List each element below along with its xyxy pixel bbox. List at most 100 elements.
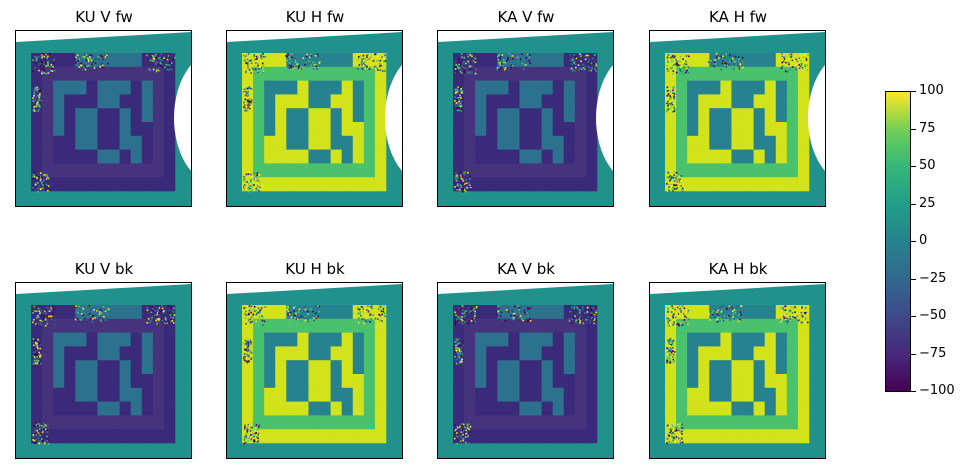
noise-pixel xyxy=(39,311,42,314)
noise-pixel xyxy=(460,318,463,321)
noise-pixel xyxy=(79,319,81,321)
heatmap-cell xyxy=(464,346,476,361)
heatmap-cell xyxy=(453,415,465,430)
heatmap-cell xyxy=(541,401,553,416)
heatmap-cell xyxy=(286,360,298,375)
heatmap-cell xyxy=(453,374,465,389)
noise-pixel xyxy=(372,317,375,320)
noise-pixel xyxy=(672,189,674,191)
heatmap-cell xyxy=(797,94,810,109)
noise-pixel xyxy=(455,360,457,363)
heatmap-cell xyxy=(363,415,376,430)
heatmap-cell xyxy=(86,66,98,81)
noise-pixel xyxy=(300,318,302,321)
heatmap-cell xyxy=(709,94,721,109)
noise-pixel xyxy=(171,53,174,55)
noise-pixel xyxy=(246,63,249,66)
noise-pixel xyxy=(83,56,86,58)
heatmap-cell xyxy=(519,66,531,81)
heatmap-cell xyxy=(687,149,699,164)
heatmap-cell xyxy=(286,108,298,123)
heatmap-cell xyxy=(797,360,810,375)
noise-pixel xyxy=(474,315,476,317)
noise-pixel xyxy=(254,324,256,326)
heatmap-cell xyxy=(352,94,365,109)
noise-pixel xyxy=(667,360,669,362)
noise-pixel xyxy=(711,313,714,316)
noise-pixel xyxy=(364,319,367,322)
heatmap-cell xyxy=(698,429,710,444)
noise-pixel xyxy=(162,319,165,321)
noise-pixel xyxy=(48,53,51,55)
noise-pixel xyxy=(246,350,249,353)
heatmap-cell xyxy=(286,415,298,430)
noise-pixel xyxy=(454,100,456,102)
noise-pixel xyxy=(169,314,172,316)
noise-pixel xyxy=(461,316,463,318)
noise-pixel xyxy=(457,344,459,347)
noise-pixel xyxy=(667,348,670,351)
noise-pixel xyxy=(672,315,674,318)
noise-pixel xyxy=(40,61,43,63)
noise-pixel xyxy=(37,101,39,103)
heatmap-cell xyxy=(108,346,120,361)
heatmap-cell xyxy=(130,346,143,361)
heatmap-cell xyxy=(275,66,287,81)
noise-pixel xyxy=(462,171,464,174)
noise-pixel xyxy=(257,307,260,310)
heatmap-cell xyxy=(585,177,598,192)
noise-pixel xyxy=(162,310,165,313)
heatmap-cell xyxy=(497,346,509,361)
noise-pixel xyxy=(300,320,302,322)
heatmap-cell xyxy=(552,332,565,347)
noise-pixel xyxy=(376,55,379,58)
noise-pixel xyxy=(460,184,462,187)
noise-pixel xyxy=(287,310,290,312)
noise-pixel xyxy=(82,317,84,320)
heatmap-cell xyxy=(53,80,65,95)
noise-pixel xyxy=(244,440,246,442)
heatmap-cell xyxy=(53,163,65,178)
noise-pixel xyxy=(250,59,253,61)
noise-pixel xyxy=(244,426,246,428)
noise-pixel xyxy=(514,311,516,313)
heatmap-cell xyxy=(786,149,799,164)
noise-pixel xyxy=(250,187,253,190)
noise-pixel xyxy=(717,309,719,312)
noise-pixel xyxy=(738,320,740,322)
heatmap-cell xyxy=(308,135,320,150)
noise-pixel xyxy=(36,359,39,362)
noise-pixel xyxy=(357,307,359,310)
noise-pixel xyxy=(83,58,86,60)
noise-pixel xyxy=(364,310,366,313)
noise-pixel xyxy=(739,59,741,62)
noise-pixel xyxy=(382,310,385,313)
noise-pixel xyxy=(244,434,247,436)
noise-pixel xyxy=(666,59,669,61)
noise-pixel xyxy=(466,321,468,323)
heatmap-cell xyxy=(475,66,487,81)
noise-pixel xyxy=(588,59,591,61)
noise-pixel xyxy=(458,356,460,359)
noise-pixel xyxy=(254,58,257,61)
noise-pixel xyxy=(296,61,298,63)
noise-pixel xyxy=(675,174,677,176)
heatmap-cell xyxy=(508,135,520,150)
noise-pixel xyxy=(32,436,34,438)
noise-pixel xyxy=(457,95,460,97)
heatmap-cell xyxy=(64,360,76,375)
noise-pixel xyxy=(160,65,162,67)
noise-pixel xyxy=(572,56,575,59)
noise-pixel xyxy=(77,59,79,62)
heatmap-cell xyxy=(42,346,54,361)
noise-pixel xyxy=(666,89,668,92)
noise-pixel xyxy=(739,63,741,66)
noise-pixel xyxy=(456,357,459,360)
noise-pixel xyxy=(454,176,457,179)
heatmap-cell xyxy=(108,318,120,333)
heatmap-cell xyxy=(676,429,688,444)
noise-pixel xyxy=(780,307,782,309)
noise-pixel xyxy=(678,426,681,428)
heatmap-cell xyxy=(42,360,54,375)
noise-pixel xyxy=(468,61,470,64)
